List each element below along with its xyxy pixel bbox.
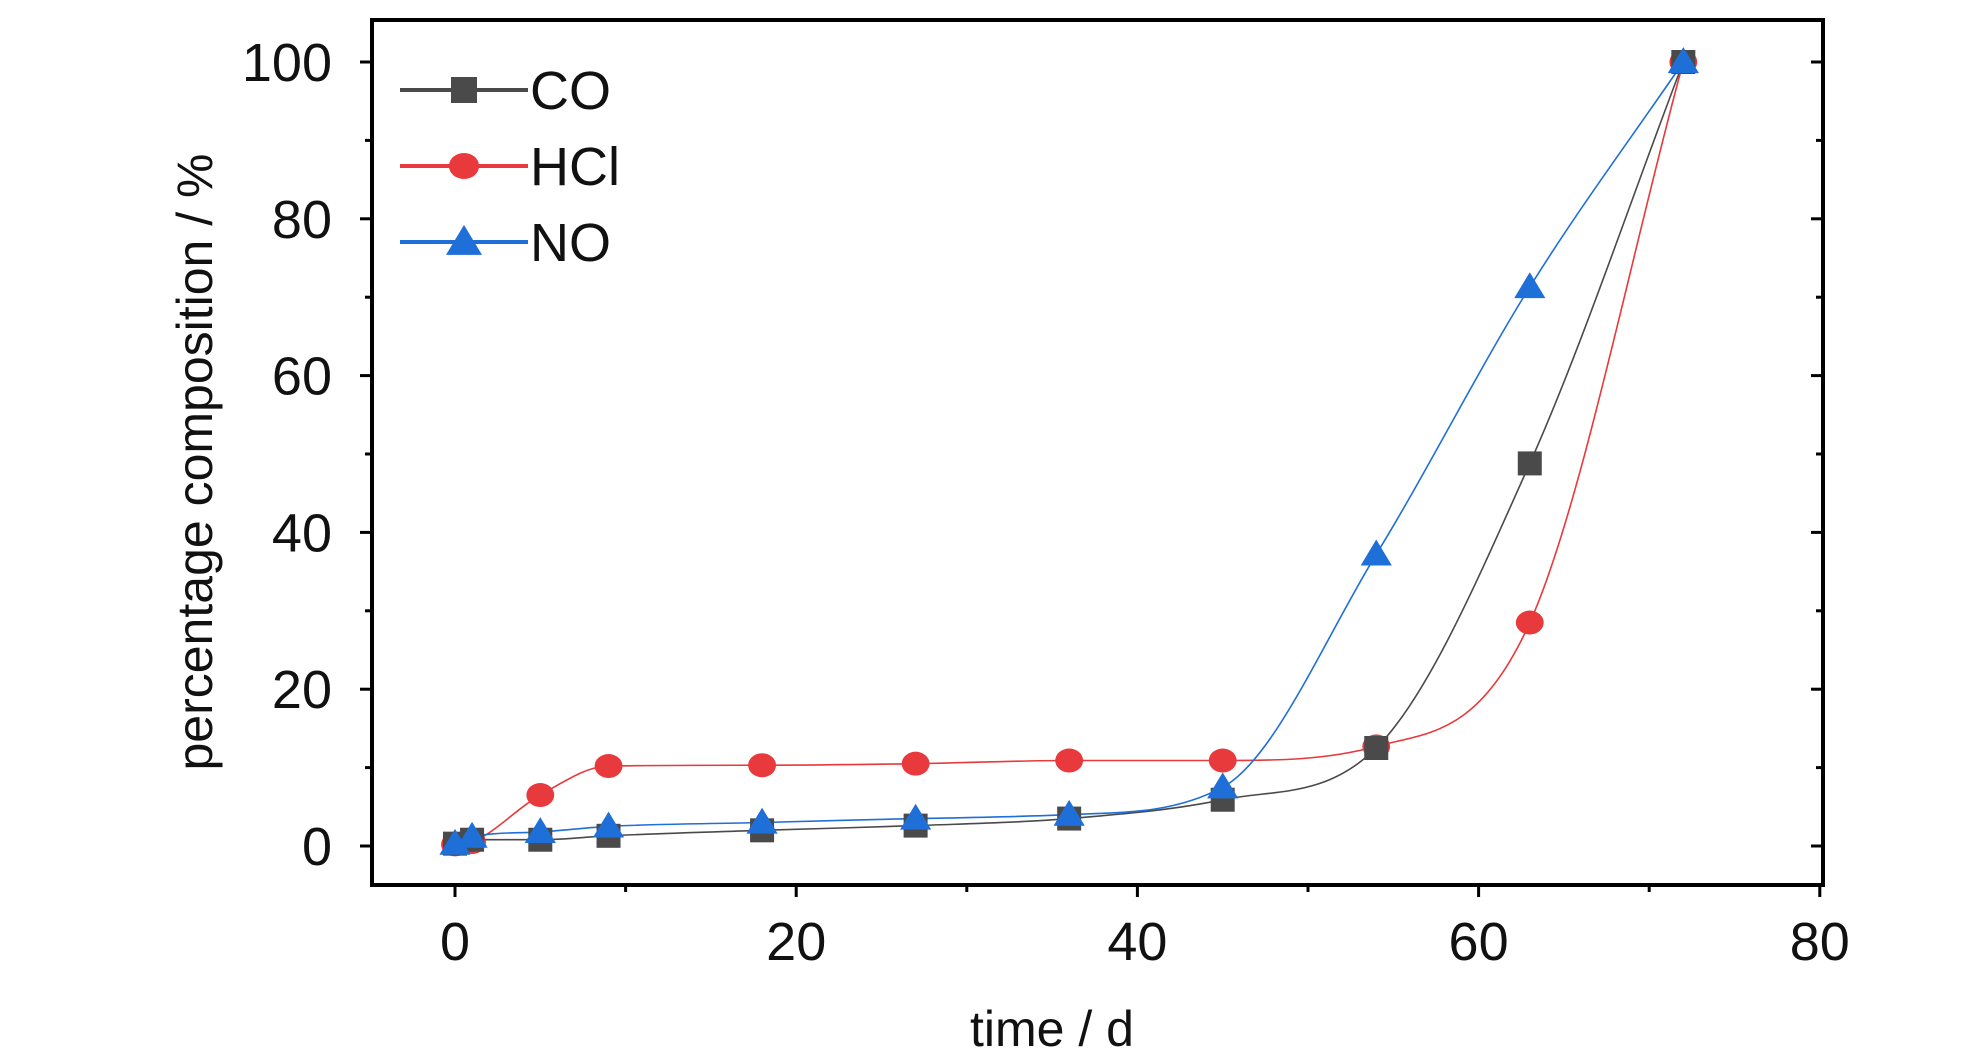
data-point-hcl — [526, 783, 555, 808]
y-tick-label: 40 — [272, 503, 332, 563]
data-point-hcl — [594, 754, 623, 779]
data-point-no — [1667, 47, 1699, 74]
data-point-no — [1053, 799, 1085, 826]
x-tick-label: 0 — [440, 912, 470, 972]
data-point-co — [1364, 736, 1389, 760]
data-point-no — [1514, 272, 1546, 299]
data-point-hcl — [1515, 610, 1544, 635]
data-point-hcl — [748, 753, 777, 778]
series-line-no — [454, 61, 1684, 845]
y-tick-label: 60 — [272, 347, 332, 407]
data-point-hcl — [1208, 748, 1237, 773]
data-point-no — [592, 811, 625, 838]
y-tick-label: 100 — [242, 33, 332, 93]
legend-label: NO — [530, 213, 611, 273]
legend: CO HCl NO — [400, 61, 620, 273]
y-axis-ticks: 0 20 40 60 80 100 — [242, 33, 1823, 877]
data-point-no — [1207, 772, 1239, 799]
series-curves — [454, 61, 1685, 846]
x-tick-label: 60 — [1449, 912, 1509, 972]
x-tick-label: 80 — [1790, 912, 1850, 972]
data-point-no — [456, 821, 488, 848]
data-point-hcl — [901, 751, 930, 776]
data-point-no — [746, 807, 778, 834]
legend-item-co: CO — [400, 61, 611, 121]
data-point-hcl — [1055, 748, 1084, 773]
series-line-hcl — [454, 61, 1685, 846]
legend-marker-no — [446, 224, 482, 255]
y-tick-label: 20 — [272, 660, 332, 720]
legend-item-no: NO — [400, 213, 611, 273]
series-line-co — [454, 61, 1685, 845]
series-markers — [439, 47, 1699, 857]
data-point-no — [1360, 539, 1392, 566]
y-tick-label: 80 — [272, 190, 332, 250]
legend-label: CO — [530, 61, 611, 121]
data-point-no — [524, 817, 556, 844]
legend-label: HCl — [530, 137, 620, 197]
x-axis-ticks: 0 20 40 60 80 — [440, 885, 1850, 972]
legend-marker-hcl — [448, 153, 480, 179]
data-point-no — [900, 803, 932, 830]
legend-item-hcl: HCl — [400, 137, 620, 197]
data-point-co — [1517, 451, 1542, 476]
x-tick-label: 40 — [1107, 912, 1167, 972]
y-tick-label: 0 — [302, 817, 332, 877]
x-tick-label: 20 — [766, 912, 826, 972]
legend-marker-co — [451, 77, 477, 103]
y-axis-label: percentage composition / % — [167, 153, 223, 770]
data-point-no — [439, 828, 471, 855]
x-axis-label: time / d — [970, 1001, 1134, 1057]
